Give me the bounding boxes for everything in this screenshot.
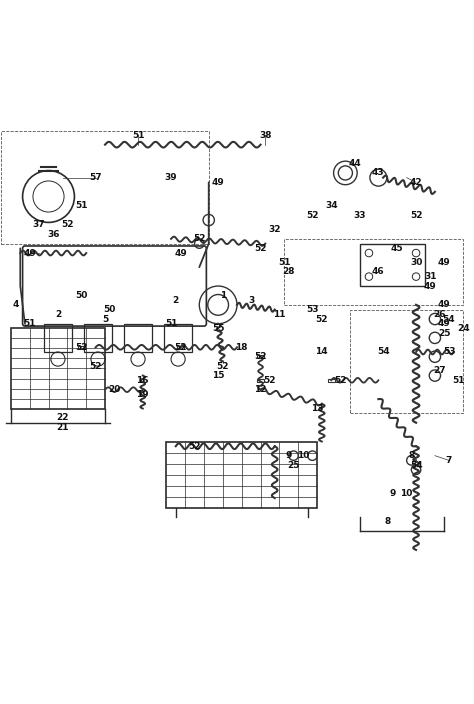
Text: 52: 52 [316,315,328,324]
Text: 49: 49 [424,282,437,291]
Text: 52: 52 [193,234,206,244]
Text: 22: 22 [56,413,69,422]
Text: 9: 9 [389,489,396,498]
Text: 42: 42 [410,178,422,187]
Text: 1: 1 [220,291,226,300]
Text: 53: 53 [306,305,319,314]
Bar [177,346,184,349]
Text: 49: 49 [212,178,225,187]
Text: 52: 52 [61,220,73,230]
Text: 26: 26 [433,310,446,319]
Text: 15: 15 [212,371,224,380]
Text: 16: 16 [137,376,149,385]
Text: 51: 51 [278,258,291,267]
Text: 39: 39 [165,173,177,182]
Text: 37: 37 [33,220,46,230]
Text: 33: 33 [353,210,366,220]
Text: 31: 31 [424,272,437,281]
Text: 54: 54 [377,348,390,356]
Bar [164,324,192,352]
Text: 5: 5 [102,315,108,324]
Text: 38: 38 [259,131,272,139]
Text: 57: 57 [89,173,102,182]
Text: 51: 51 [132,131,144,139]
Bar [257,379,264,382]
Text: 51: 51 [23,319,36,328]
Text: 44: 44 [348,159,361,168]
Text: 49: 49 [438,319,451,328]
Text: 2: 2 [173,296,179,305]
Bar [350,310,463,413]
Text: 20: 20 [108,385,121,394]
Bar [11,329,105,408]
Text: 52: 52 [174,343,187,352]
Text: 7: 7 [446,456,452,465]
Text: 46: 46 [372,268,385,277]
Text: 2: 2 [55,310,61,319]
Bar [44,324,72,352]
Text: 52: 52 [90,362,102,370]
Text: 52: 52 [306,210,319,220]
Text: 51: 51 [452,376,465,385]
Text: 19: 19 [137,390,149,399]
Text: 52: 52 [410,210,422,220]
Text: 11: 11 [273,310,286,319]
Bar [284,239,463,305]
Text: 10: 10 [297,451,309,460]
Text: 25: 25 [287,460,300,470]
Text: 30: 30 [410,258,422,267]
Text: 52: 52 [217,362,229,370]
Text: 4: 4 [12,301,18,309]
Bar [1,130,209,244]
Text: 27: 27 [433,366,446,375]
Text: 51: 51 [165,319,177,328]
Text: 8: 8 [408,451,414,460]
Bar [328,379,335,382]
Text: 52: 52 [264,376,276,385]
Text: 45: 45 [391,244,403,253]
Text: 12: 12 [255,385,267,394]
Bar [257,355,264,358]
Text: 51: 51 [75,201,88,210]
Text: 8: 8 [385,517,391,526]
Bar [84,324,112,352]
Text: 18: 18 [236,343,248,352]
Text: 53: 53 [443,348,456,356]
Text: 52: 52 [335,376,347,385]
Text: 3: 3 [248,296,254,305]
Text: 52: 52 [255,352,267,361]
Text: 36: 36 [47,230,59,239]
Text: 55: 55 [212,324,224,333]
Text: 50: 50 [104,305,116,314]
Bar [359,244,426,286]
Text: 49: 49 [438,258,451,267]
Text: 52: 52 [75,343,88,352]
Text: 10: 10 [401,489,413,498]
Text: 52: 52 [188,441,201,451]
Text: 34: 34 [325,201,337,210]
Text: 54: 54 [410,460,422,470]
Text: 52: 52 [255,244,267,253]
Bar [78,346,85,349]
Text: 13: 13 [311,404,323,413]
Bar [124,324,152,352]
Text: 49: 49 [23,249,36,258]
Text: 49: 49 [174,249,187,258]
Text: 9: 9 [286,451,292,460]
Bar [166,441,317,508]
Text: 49: 49 [438,301,451,309]
Text: 32: 32 [268,225,281,234]
Text: 14: 14 [316,348,328,356]
Text: 50: 50 [75,291,88,300]
Text: 24: 24 [457,324,470,333]
Text: 28: 28 [283,268,295,277]
Text: 54: 54 [443,315,456,324]
Text: 25: 25 [438,329,451,338]
Text: 43: 43 [372,168,385,177]
Text: 21: 21 [56,423,69,432]
